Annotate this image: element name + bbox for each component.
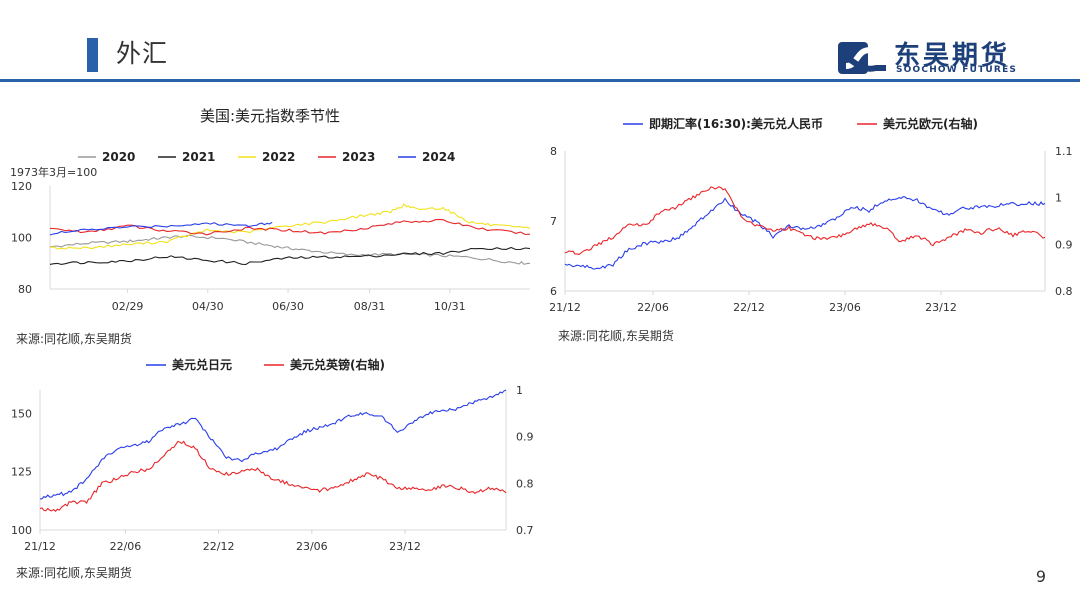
- legend-label: 2021: [182, 150, 215, 164]
- y-tick-label-right: 0.8: [516, 477, 534, 490]
- x-tick-label: 04/30: [192, 300, 224, 313]
- series-line-left: [39, 389, 507, 500]
- legend-label: 2024: [422, 150, 455, 164]
- y-tick-label-right: 1.1: [1055, 145, 1073, 158]
- y-tick-label-left: 7: [550, 215, 557, 228]
- series-line-2024: [49, 221, 273, 236]
- x-tick-label: 02/29: [112, 300, 144, 313]
- logo-subtitle: SOOCHOW FUTURES: [896, 65, 1018, 75]
- series-line-right: [564, 186, 1046, 256]
- x-tick-label: 22/12: [203, 540, 235, 553]
- x-tick-label: 23/06: [829, 301, 861, 314]
- x-tick-label: 22/12: [733, 301, 765, 314]
- x-tick-label: 10/31: [434, 300, 466, 313]
- usd-cny-eur-chart: 即期汇率(16:30):美元兑人民币 美元兑欧元(右轴) 6 7 8 0.8 0.9 1 1.…: [549, 116, 1073, 314]
- legend-label: 2023: [342, 150, 375, 164]
- source-note: 来源:同花顺,东吴期货: [16, 566, 132, 580]
- y-tick-label-right: 1: [516, 384, 523, 397]
- chart-title: 美国:美元指数季节性: [200, 107, 340, 125]
- source-note: 来源:同花顺,东吴期货: [16, 332, 132, 346]
- header-rule: [0, 79, 1080, 82]
- x-tick-label: 21/12: [549, 301, 581, 314]
- x-tick-label: 22/06: [110, 540, 142, 553]
- series-line-right: [39, 440, 507, 512]
- series-line-2023: [49, 218, 531, 236]
- x-tick-label: 23/12: [389, 540, 421, 553]
- x-tick-label: 08/31: [354, 300, 386, 313]
- page-number: 9: [1035, 567, 1046, 586]
- y-tick-label-left: 125: [11, 466, 32, 479]
- logo-mark-icon: [838, 42, 886, 74]
- series-line-2020: [49, 234, 531, 265]
- chart-legend: 美元兑日元 美元兑英镑(右轴): [146, 357, 385, 372]
- y-tick-label-left: 100: [11, 524, 32, 537]
- usd-jpy-gbp-chart: 美元兑日元 美元兑英镑(右轴) 100 125 150 0.7 0.8 0.9 1 21/12 2…: [11, 357, 534, 553]
- legend-label: 美元兑日元: [172, 357, 232, 372]
- legend-label: 即期汇率(16:30):美元兑人民币: [649, 116, 823, 131]
- x-tick-label: 21/12: [24, 540, 56, 553]
- legend-label: 美元兑英镑(右轴): [290, 357, 385, 372]
- y-tick-label-right: 1: [1055, 192, 1062, 205]
- y-tick-label-right: 0.7: [516, 524, 534, 537]
- unit-note: 1973年3月=100: [10, 165, 97, 179]
- legend-label: 2020: [102, 150, 135, 164]
- y-tick-label-left: 6: [550, 285, 557, 298]
- x-tick-label: 23/12: [925, 301, 957, 314]
- y-tick-label: 120: [11, 180, 32, 193]
- x-tick-label: 22/06: [637, 301, 669, 314]
- x-tick-label: 06/30: [272, 300, 304, 313]
- source-note: 来源:同花顺,东吴期货: [558, 329, 674, 343]
- chart-legend: 即期汇率(16:30):美元兑人民币 美元兑欧元(右轴): [623, 116, 978, 131]
- y-tick-label-right: 0.9: [1055, 238, 1073, 251]
- x-tick-label: 23/06: [296, 540, 328, 553]
- y-tick-label-left: 150: [11, 407, 32, 420]
- y-tick-label: 100: [11, 232, 32, 245]
- series-line-2022: [49, 203, 531, 250]
- company-logo: 东吴期货 SOOCHOW FUTURES: [836, 36, 1046, 80]
- y-tick-label: 80: [18, 283, 32, 296]
- y-tick-label-right: 0.8: [1055, 285, 1073, 298]
- title-accent-bar: [87, 38, 98, 72]
- legend-label: 2022: [262, 150, 295, 164]
- series-line-2021: [49, 246, 531, 266]
- chart-legend: 2020 2021 2022 2023 2024: [78, 150, 455, 164]
- page-title: 外汇: [116, 39, 169, 68]
- logo-name: 东吴期货: [894, 41, 1011, 71]
- y-tick-label-right: 0.9: [516, 431, 534, 444]
- series-line-left: [564, 196, 1046, 270]
- usd-index-seasonal-chart: 美国:美元指数季节性 2020 2021 2022 2023 2024 1973年3月=…: [10, 107, 531, 313]
- legend-label: 美元兑欧元(右轴): [883, 116, 978, 131]
- y-tick-label-left: 8: [550, 145, 557, 158]
